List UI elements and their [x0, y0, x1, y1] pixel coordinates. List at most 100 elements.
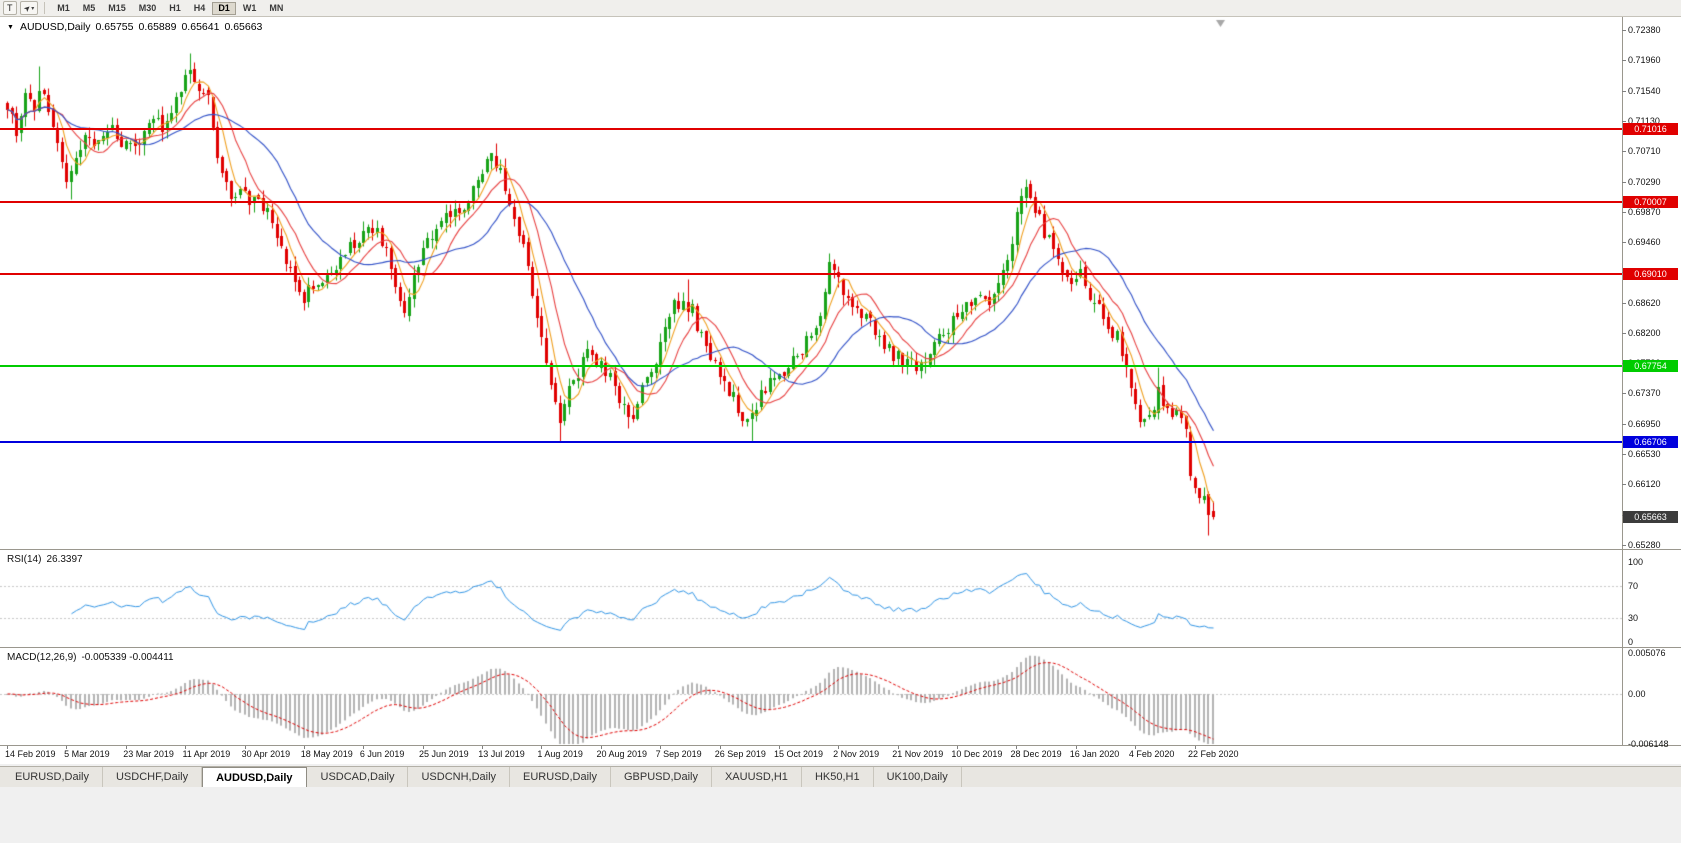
pointer-tool-button[interactable]: ➤ ▾ — [19, 1, 39, 15]
price-axis-tick — [1622, 30, 1626, 31]
timeframe-button-w1[interactable]: W1 — [242, 3, 257, 13]
price-axis-label: 0.72380 — [1628, 25, 1661, 35]
timeframe-button-mn[interactable]: MN — [269, 3, 284, 13]
macd-axis-label: -0.006148 — [1628, 738, 1669, 749]
tab-usdchf-daily[interactable]: USDCHF,Daily — [102, 767, 203, 787]
price-axis-label: 0.70290 — [1628, 176, 1661, 187]
pane-separator[interactable] — [0, 647, 1681, 648]
collapse-arrow-icon[interactable]: ▼ — [7, 23, 14, 31]
price-axis-label: 0.68620 — [1628, 297, 1661, 308]
timeframe-group: M1 M5 M15 M30 H1 H4 D1 W1 MN — [51, 1, 289, 15]
tab-usdcad-daily[interactable]: USDCAD,Daily — [307, 767, 409, 787]
pane-separator[interactable] — [0, 549, 1681, 550]
macd-axis-label: 0.00 — [1628, 688, 1646, 699]
date-axis-tick — [898, 746, 899, 749]
date-axis-tick — [660, 746, 661, 749]
price-axis-label: 0.70710 — [1628, 146, 1661, 157]
price-axis-tick — [1622, 151, 1626, 152]
date-axis-label: 18 May 2019 — [300, 749, 353, 759]
date-axis-label: 4 Feb 2020 — [1128, 749, 1175, 759]
date-axis-tick — [126, 746, 127, 749]
price-axis-label: 0.69460 — [1628, 236, 1661, 247]
rsi-axis-label: 30 — [1628, 613, 1639, 623]
date-axis-label: 2 Nov 2019 — [833, 749, 880, 759]
main-chart-canvas[interactable] — [0, 17, 1622, 549]
macd-axis-label: 0.005076 — [1628, 648, 1666, 658]
timeframe-button-m15[interactable]: M15 — [108, 3, 126, 13]
tab-eurusd-daily[interactable]: EURUSD,Daily — [510, 767, 611, 787]
date-axis-tick — [423, 746, 424, 749]
date-axis-tick — [1016, 746, 1017, 749]
date-axis-tick — [1076, 746, 1077, 749]
timeframe-button-h4[interactable]: H4 — [193, 3, 206, 13]
date-axis-tick — [245, 746, 246, 749]
macd-name: MACD(12,26,9) — [7, 652, 77, 663]
price-axis-tick — [1622, 182, 1626, 183]
text-tool-button[interactable]: T — [3, 1, 17, 15]
rsi-value: 26.3397 — [46, 554, 83, 565]
price-axis-tick — [1622, 303, 1626, 304]
price-level-line — [0, 127, 1622, 130]
rsi-axis-label: 0 — [1628, 637, 1634, 647]
date-axis-tick — [482, 746, 483, 749]
date-axis-tick — [7, 746, 8, 749]
price-axis-tick — [1622, 333, 1626, 334]
tab-gbpusd-daily[interactable]: GBPUSD,Daily — [611, 767, 712, 787]
date-axis-tick — [779, 746, 780, 749]
date-axis-label: 26 Sep 2019 — [714, 749, 766, 759]
chart-title: ▼ AUDUSD,Daily 0.65755 0.65889 0.65641 0… — [7, 21, 262, 33]
date-axis-label: 14 Feb 2019 — [5, 749, 56, 759]
toolbar: T ➤ ▾ M1 M5 M15 M30 H1 H4 D1 W1 MN — [0, 0, 1681, 17]
tab-uk100-daily[interactable]: UK100,Daily — [873, 767, 962, 787]
timeframe-button-m1[interactable]: M1 — [57, 3, 70, 13]
timeframe-button-h1[interactable]: H1 — [169, 3, 181, 13]
timeframe-button-d1[interactable]: D1 — [212, 1, 236, 15]
ohlc-high: 0.65889 — [138, 21, 177, 33]
date-axis-label: 13 Jul 2019 — [478, 749, 525, 759]
price-axis-label: 0.69870 — [1628, 207, 1661, 218]
tab-usdcnh-daily[interactable]: USDCNH,Daily — [408, 767, 511, 787]
price-axis-label: 0.65280 — [1628, 540, 1661, 550]
date-axis-label: 20 Aug 2019 — [596, 749, 648, 759]
status-area — [0, 787, 1681, 843]
date-axis-tick — [66, 746, 67, 749]
date-axis-label: 6 Jun 2019 — [359, 749, 405, 759]
price-axis-tick — [1622, 91, 1626, 92]
timeframe-button-m30[interactable]: M30 — [138, 3, 157, 13]
ohlc-open: 0.65755 — [95, 21, 134, 33]
date-axis-label: 30 Apr 2019 — [241, 749, 291, 759]
date-axis-label: 16 Jan 2020 — [1069, 749, 1120, 759]
date-axis-tick — [363, 746, 364, 749]
rsi-pane-canvas[interactable] — [0, 550, 1622, 647]
date-axis-label: 10 Dec 2019 — [951, 749, 1003, 759]
rsi-name: RSI(14) — [7, 554, 42, 565]
rsi-label: RSI(14) 26.3397 — [7, 554, 83, 565]
price-axis-label: 0.67370 — [1628, 388, 1661, 399]
chart-tab-bar: EURUSD,Daily USDCHF,Daily AUDUSD,Daily USDC… — [0, 766, 1681, 787]
price-level-tag: 0.70007 — [1623, 196, 1678, 209]
price-axis-tick — [1622, 454, 1626, 455]
chart-symbol-period: AUDUSD,Daily — [19, 21, 91, 33]
price-axis-label: 0.71130 — [1628, 115, 1660, 126]
tab-eurusd-daily[interactable]: EURUSD,Daily — [2, 767, 103, 787]
date-axis-label: 1 Aug 2019 — [537, 749, 583, 759]
macd-pane-canvas[interactable] — [0, 648, 1622, 745]
price-axis-tick — [1622, 121, 1626, 122]
tab-audusd-daily[interactable]: AUDUSD,Daily — [202, 767, 307, 787]
date-axis-label: 7 Sep 2019 — [655, 749, 702, 759]
date-axis-tick — [541, 746, 542, 749]
price-axis-label: 0.71960 — [1628, 55, 1661, 66]
toolbar-separator — [44, 2, 46, 14]
date-axis-tick — [185, 746, 186, 749]
tab-hk50-h1[interactable]: HK50,H1 — [801, 767, 874, 787]
price-level-line — [0, 364, 1622, 367]
macd-label: MACD(12,26,9) -0.005339 -0.004411 — [7, 652, 174, 663]
price-level-line — [0, 273, 1622, 276]
date-axis-label: 28 Dec 2019 — [1010, 749, 1062, 759]
current-price-tag: 0.65663 — [1623, 511, 1678, 524]
date-axis-label: 21 Nov 2019 — [892, 749, 944, 759]
tab-xauusd-h1[interactable]: XAUUSD,H1 — [711, 767, 802, 787]
date-axis-label: 23 Mar 2019 — [123, 749, 174, 759]
timeframe-button-m5[interactable]: M5 — [82, 3, 96, 13]
price-axis-tick — [1622, 60, 1626, 61]
